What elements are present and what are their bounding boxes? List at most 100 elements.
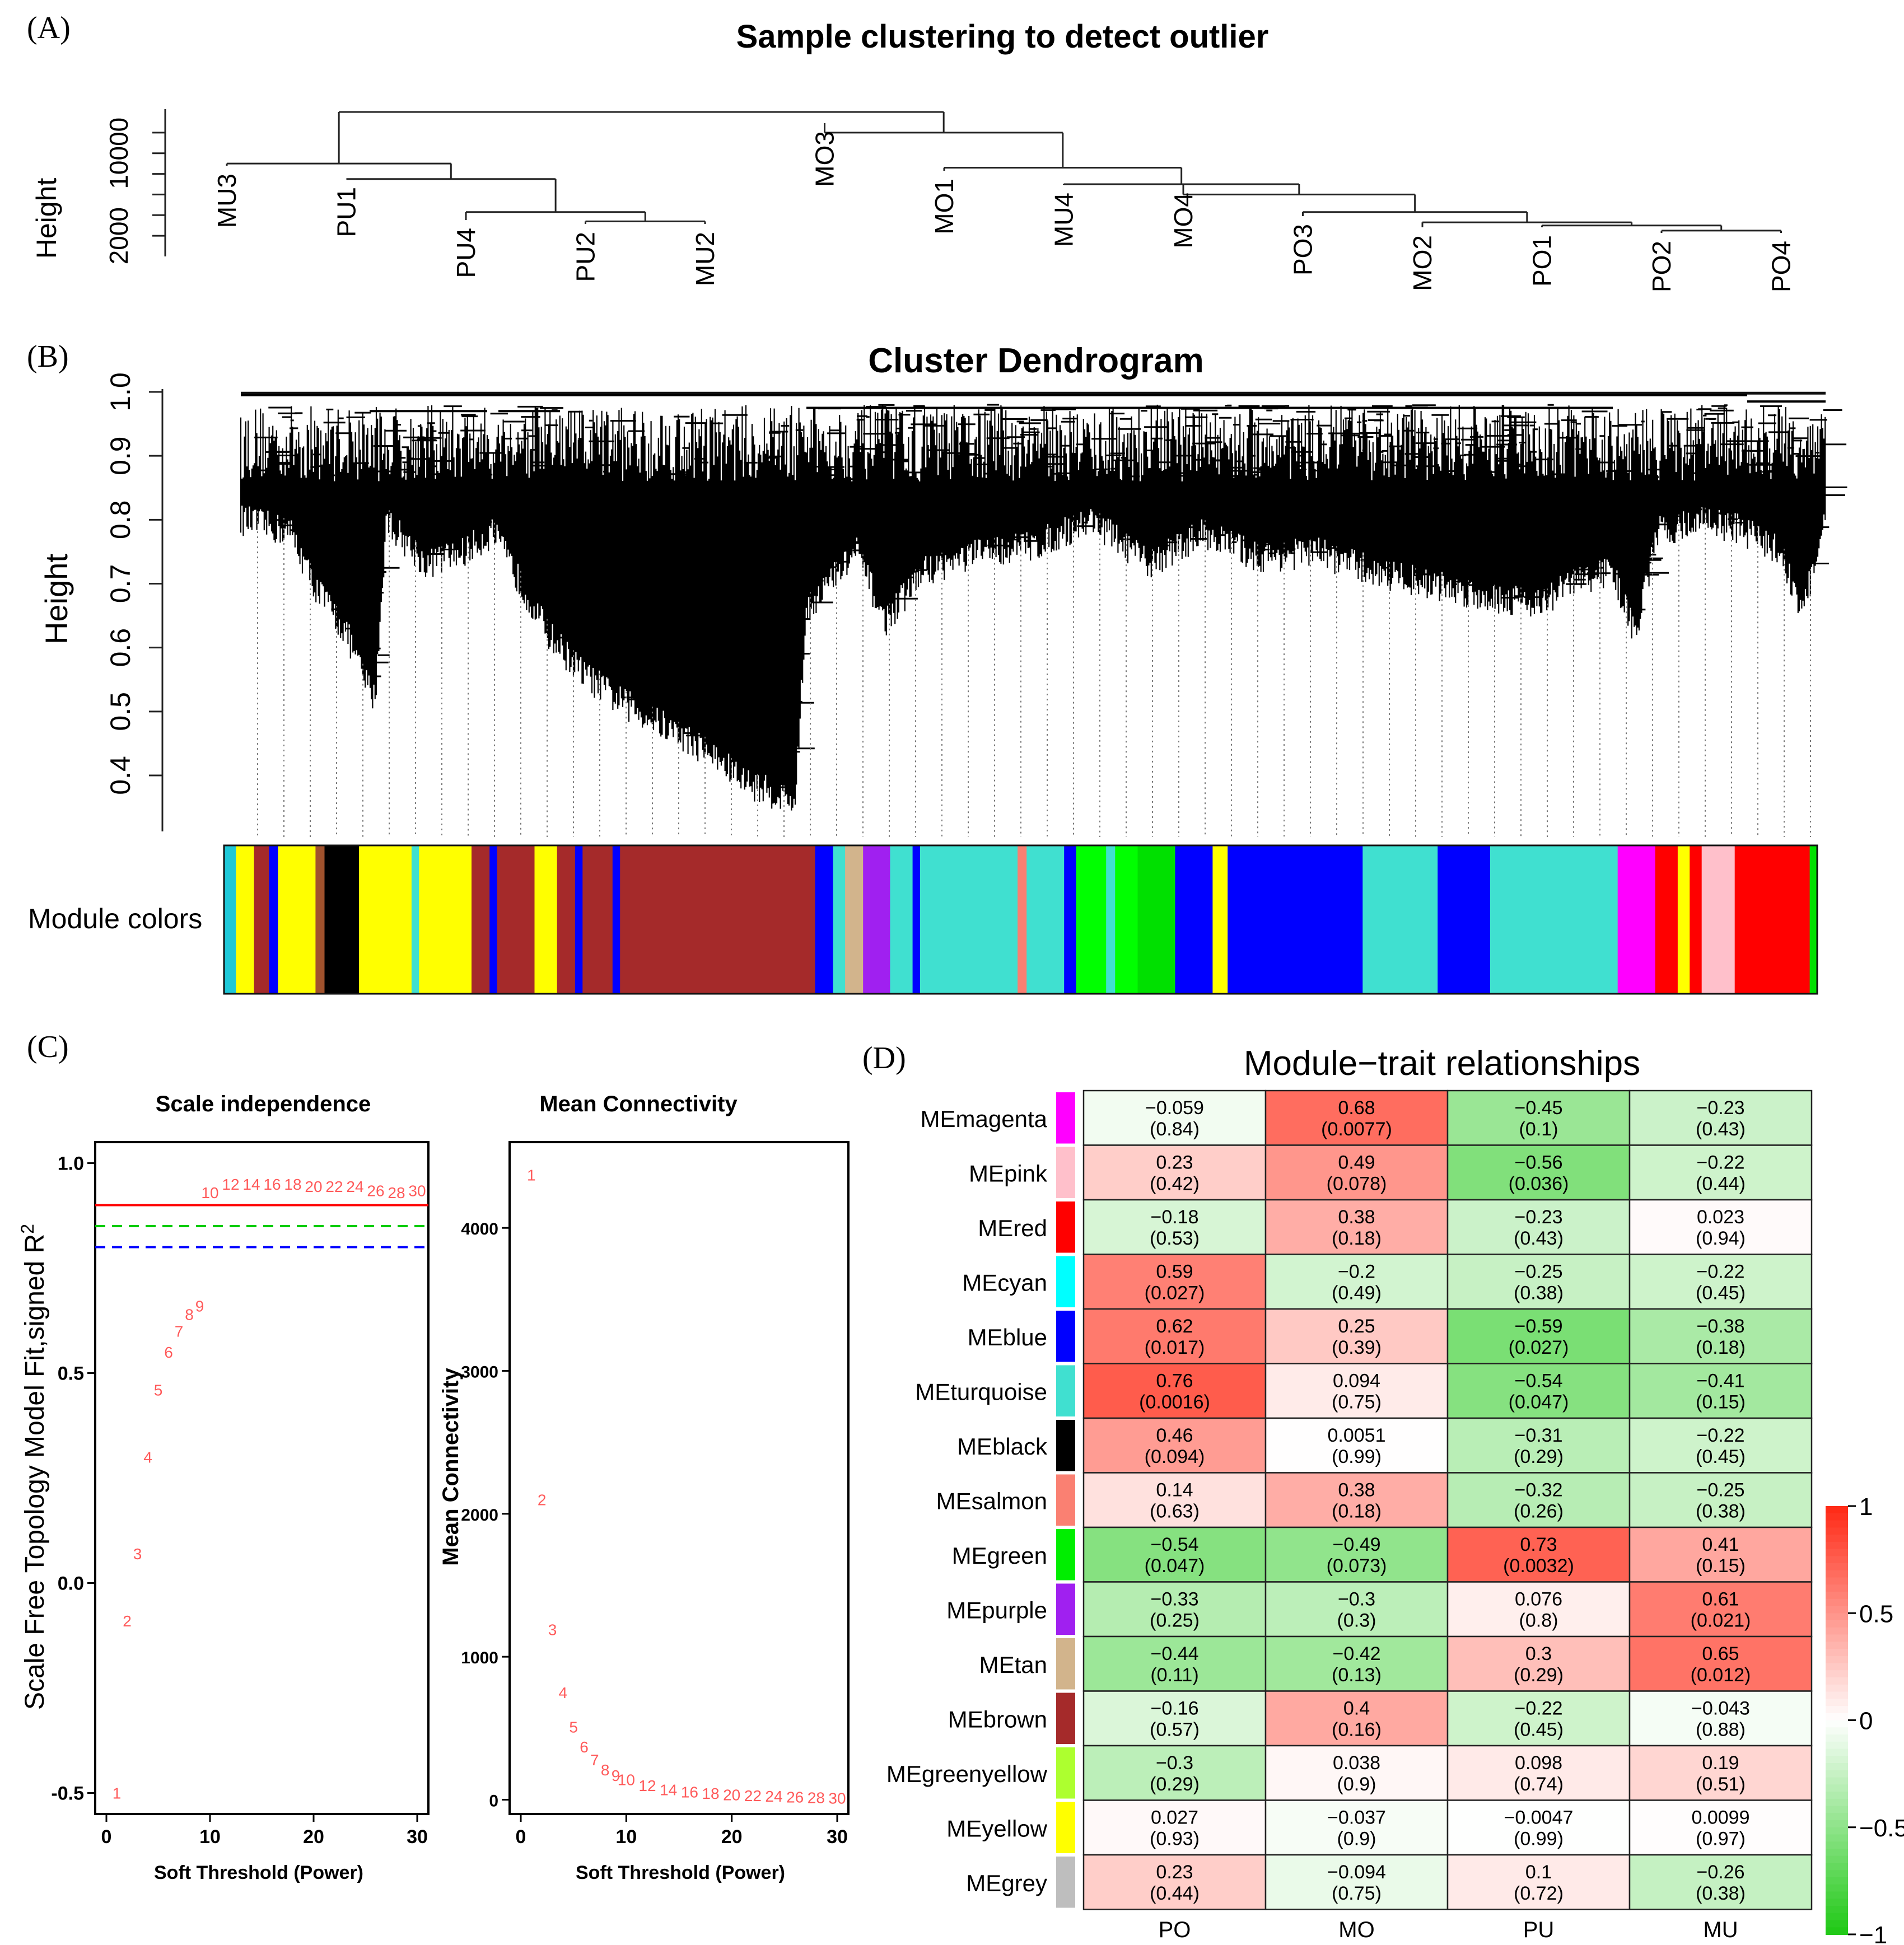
cell-correlation: −0.23 xyxy=(1514,1207,1562,1228)
colorbar-tick-label: 0.5 xyxy=(1859,1600,1893,1628)
cell-pvalue: (0.25) xyxy=(1150,1610,1200,1631)
panel-a-letter: (A) xyxy=(27,11,71,45)
cell-pvalue: (0.38) xyxy=(1514,1283,1564,1304)
module-color-swatch xyxy=(1056,1692,1075,1744)
cell-correlation: −0.54 xyxy=(1514,1371,1562,1392)
panel-b-y-tick-label: 0.4 xyxy=(105,756,136,795)
colorbar-step xyxy=(1826,1684,1848,1692)
power-point-label: 20 xyxy=(305,1178,322,1195)
cell-correlation: 0.098 xyxy=(1515,1752,1562,1774)
module-row-label: MEgrey xyxy=(966,1870,1047,1896)
cell-correlation: −0.3 xyxy=(1338,1589,1375,1610)
colorbar-step xyxy=(1826,1691,1848,1700)
module-color-swatch xyxy=(1056,1311,1075,1362)
module-color-segment xyxy=(1690,845,1702,994)
cell-pvalue: (0.43) xyxy=(1514,1228,1564,1249)
colorbar-tick-label: 0 xyxy=(1859,1708,1873,1735)
power-point-label: 30 xyxy=(828,1789,846,1807)
module-color-segment xyxy=(833,845,846,994)
power-point-label: 14 xyxy=(660,1782,677,1799)
cell-correlation: −0.043 xyxy=(1691,1698,1750,1719)
cell-pvalue: (0.0032) xyxy=(1503,1555,1574,1577)
power-point-label: 9 xyxy=(195,1298,204,1315)
sample-leaf-label: PU2 xyxy=(571,232,600,282)
colorbar-step xyxy=(1826,1734,1848,1742)
module-color-segment xyxy=(497,845,535,994)
colorbar-step xyxy=(1826,1770,1848,1778)
power-point-label: 30 xyxy=(408,1182,426,1199)
colorbar-step xyxy=(1826,1592,1848,1600)
sample-leaf-label: MO2 xyxy=(1408,235,1437,291)
panel-a-y-tick-label: 2000 xyxy=(104,207,133,264)
cell-correlation: −0.22 xyxy=(1696,1261,1744,1283)
heatmap-cell xyxy=(1446,1308,1631,1364)
colorbar-step xyxy=(1826,1627,1848,1635)
heatmap-cell xyxy=(1264,1144,1449,1201)
cell-pvalue: (0.45) xyxy=(1696,1446,1746,1467)
cell-pvalue: (0.39) xyxy=(1332,1337,1382,1358)
power-point-label: 7 xyxy=(175,1323,184,1340)
heatmap-cell xyxy=(1082,1854,1267,1910)
module-row-label: MEtan xyxy=(979,1652,1047,1678)
x-tick-label: 30 xyxy=(827,1826,848,1848)
module-color-segment xyxy=(863,845,890,994)
cell-pvalue: (0.8) xyxy=(1519,1610,1558,1631)
module-row-label: MEmagenta xyxy=(921,1106,1048,1132)
cell-correlation: 0.23 xyxy=(1156,1862,1193,1883)
colorbar-tick-label: 1 xyxy=(1859,1493,1873,1521)
module-trait-heatmap: MEmagenta −0.059(0.84)0.68(0.0077)−0.45(0… xyxy=(886,1090,1813,1942)
cell-pvalue: (0.57) xyxy=(1150,1719,1200,1741)
power-point-label: 6 xyxy=(580,1738,589,1756)
sample-leaf-label: MO1 xyxy=(930,179,959,235)
x-tick-label: 10 xyxy=(615,1826,637,1848)
colorbar-step xyxy=(1826,1877,1848,1885)
colorbar-step xyxy=(1826,1798,1848,1807)
cell-pvalue: (0.93) xyxy=(1150,1829,1200,1850)
power-point-label: 1 xyxy=(113,1785,122,1802)
module-row-label: MEsalmon xyxy=(936,1488,1047,1514)
cell-correlation: −0.18 xyxy=(1150,1207,1198,1228)
cell-correlation: −0.32 xyxy=(1514,1480,1562,1501)
heatmap-cell xyxy=(1264,1799,1449,1856)
heatmap-cell xyxy=(1628,1690,1813,1747)
cell-pvalue: (0.012) xyxy=(1691,1665,1751,1686)
module-color-swatch xyxy=(1056,1529,1075,1581)
module-color-segment xyxy=(1734,845,1810,994)
cell-pvalue: (0.94) xyxy=(1696,1228,1746,1249)
heatmap-cell xyxy=(1082,1690,1267,1747)
cell-correlation: −0.3 xyxy=(1156,1752,1193,1774)
cell-pvalue: (0.1) xyxy=(1519,1119,1558,1140)
cell-correlation: 0.4 xyxy=(1343,1698,1370,1719)
dendro-guide-lines xyxy=(257,507,1811,837)
cell-correlation: 0.25 xyxy=(1338,1316,1375,1337)
colorbar-step xyxy=(1826,1784,1848,1793)
cell-pvalue: (0.036) xyxy=(1509,1173,1569,1195)
cell-pvalue: (0.9) xyxy=(1337,1774,1376,1795)
colorbar-step xyxy=(1826,1699,1848,1707)
cell-pvalue: (0.073) xyxy=(1327,1555,1387,1577)
cell-correlation: 0.38 xyxy=(1338,1480,1375,1501)
cell-pvalue: (0.75) xyxy=(1332,1883,1382,1904)
module-color-segment xyxy=(575,845,583,994)
module-color-segment xyxy=(1137,845,1176,994)
module-color-swatch xyxy=(1056,1857,1075,1908)
cell-pvalue: (0.094) xyxy=(1145,1446,1205,1467)
heatmap-cell xyxy=(1446,1635,1631,1692)
cell-pvalue: (0.44) xyxy=(1696,1173,1746,1195)
module-color-segment xyxy=(920,845,1018,994)
module-color-segment xyxy=(1677,845,1690,994)
module-color-swatch xyxy=(1056,1583,1075,1635)
colorbar-step xyxy=(1826,1506,1848,1514)
cell-pvalue: (0.047) xyxy=(1145,1555,1205,1577)
colorbar-step xyxy=(1826,1913,1848,1921)
y-tick-label: 0.5 xyxy=(58,1363,84,1385)
cell-correlation: −0.38 xyxy=(1696,1316,1744,1337)
colorbar-step xyxy=(1826,1777,1848,1785)
cell-correlation: 0.0051 xyxy=(1328,1425,1386,1446)
cell-pvalue: (0.29) xyxy=(1514,1665,1564,1686)
colorbar-step xyxy=(1826,1741,1848,1750)
trait-column-label: PU xyxy=(1523,1918,1555,1942)
x-tick-label: 20 xyxy=(721,1826,743,1848)
module-color-swatch xyxy=(1056,1201,1075,1253)
